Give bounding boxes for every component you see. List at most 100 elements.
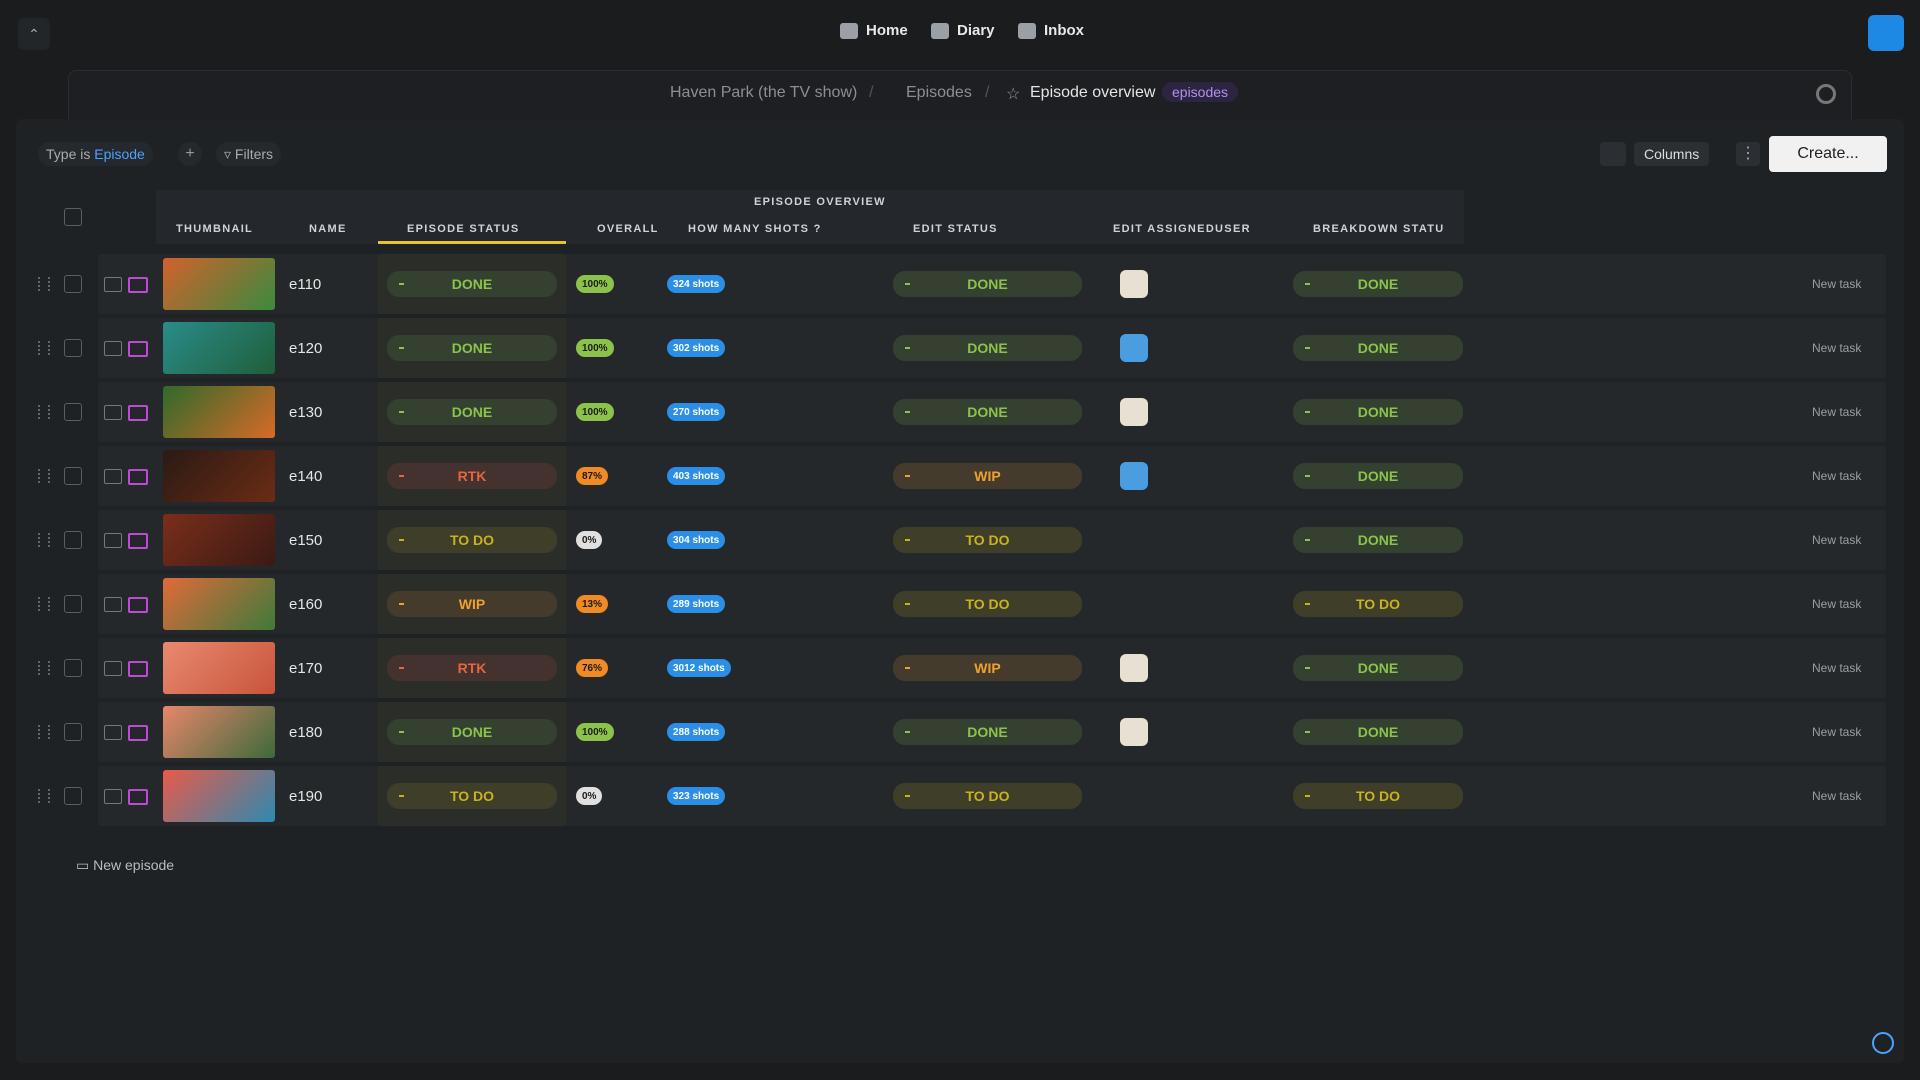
- row-checkbox[interactable]: [64, 595, 82, 613]
- folder-icon[interactable]: [104, 469, 122, 484]
- overall-pill[interactable]: 100%: [576, 723, 614, 741]
- preview-icon[interactable]: [128, 725, 148, 741]
- shots-pill[interactable]: 3012 shots: [667, 659, 731, 677]
- assignee-avatar[interactable]: [1120, 270, 1148, 298]
- drag-handle[interactable]: [38, 597, 50, 611]
- overall-pill[interactable]: 100%: [576, 275, 614, 293]
- thumbnail[interactable]: [163, 706, 275, 758]
- filters-button[interactable]: ▿ Filters: [216, 142, 282, 166]
- assignee-avatar[interactable]: [1120, 654, 1148, 682]
- new-task[interactable]: New task: [1812, 469, 1862, 483]
- thumbnail[interactable]: [163, 642, 275, 694]
- drag-handle[interactable]: [38, 533, 50, 547]
- status-pill[interactable]: TO DO: [893, 527, 1082, 553]
- thumbnail[interactable]: [163, 514, 275, 566]
- status-pill[interactable]: DONE: [387, 335, 557, 361]
- assignee-avatar[interactable]: [1120, 462, 1148, 490]
- shots-pill[interactable]: 304 shots: [667, 531, 726, 549]
- status-pill[interactable]: WIP: [893, 463, 1082, 489]
- status-pill[interactable]: WIP: [893, 655, 1082, 681]
- status-pill[interactable]: DONE: [893, 335, 1082, 361]
- nav-label[interactable]: Diary: [957, 22, 995, 39]
- folder-icon[interactable]: [104, 405, 122, 420]
- drag-handle[interactable]: [38, 277, 50, 291]
- column-header[interactable]: NAME: [309, 223, 347, 235]
- nav-label[interactable]: Home: [866, 22, 908, 39]
- folder-icon[interactable]: [104, 597, 122, 612]
- overall-pill[interactable]: 13%: [576, 595, 609, 613]
- column-header[interactable]: BREAKDOWN STATU: [1313, 223, 1445, 235]
- new-task[interactable]: New task: [1812, 405, 1862, 419]
- folder-icon[interactable]: [104, 725, 122, 740]
- episode-name[interactable]: e110: [289, 275, 322, 293]
- add-filter[interactable]: +: [178, 142, 202, 166]
- row-checkbox[interactable]: [64, 787, 82, 805]
- thumbnail[interactable]: [163, 450, 275, 502]
- shots-pill[interactable]: 403 shots: [667, 467, 726, 485]
- drag-handle[interactable]: [38, 725, 50, 739]
- drag-handle[interactable]: [38, 789, 50, 803]
- status-pill[interactable]: DONE: [893, 399, 1082, 425]
- overall-pill[interactable]: 76%: [576, 659, 609, 677]
- app-logo[interactable]: [1868, 15, 1904, 51]
- status-pill[interactable]: TO DO: [1293, 591, 1463, 617]
- new-episode[interactable]: ▭ New episode: [76, 857, 175, 873]
- filter-chip[interactable]: Type is Episode: [38, 142, 153, 166]
- thumbnail[interactable]: [163, 578, 275, 630]
- status-pill[interactable]: DONE: [387, 719, 557, 745]
- status-pill[interactable]: RTK: [387, 655, 557, 681]
- folder-icon[interactable]: [104, 789, 122, 804]
- new-task[interactable]: New task: [1812, 533, 1862, 547]
- more-button[interactable]: ⋮: [1736, 142, 1760, 166]
- settings-icon[interactable]: [1816, 84, 1836, 104]
- overall-pill[interactable]: 0%: [576, 787, 603, 805]
- column-header[interactable]: EDIT STATUS: [913, 223, 998, 235]
- shots-pill[interactable]: 270 shots: [667, 403, 726, 421]
- column-header[interactable]: HOW MANY SHOTS ?: [688, 223, 822, 235]
- status-pill[interactable]: DONE: [893, 271, 1082, 297]
- preview-icon[interactable]: [128, 405, 148, 421]
- status-pill[interactable]: WIP: [387, 591, 557, 617]
- refresh-button[interactable]: [1600, 142, 1626, 166]
- column-header[interactable]: THUMBNAIL: [176, 223, 254, 235]
- preview-icon[interactable]: [128, 533, 148, 549]
- preview-icon[interactable]: [128, 597, 148, 613]
- status-pill[interactable]: DONE: [1293, 719, 1463, 745]
- status-pill[interactable]: DONE: [1293, 463, 1463, 489]
- overall-pill[interactable]: 87%: [576, 467, 609, 485]
- preview-icon[interactable]: [128, 661, 148, 677]
- folder-icon[interactable]: [104, 341, 122, 356]
- nav-label[interactable]: Inbox: [1044, 22, 1084, 39]
- shots-pill[interactable]: 323 shots: [667, 787, 726, 805]
- status-pill[interactable]: DONE: [1293, 655, 1463, 681]
- breadcrumb-section[interactable]: Episodes: [906, 84, 972, 101]
- shots-pill[interactable]: 324 shots: [667, 275, 726, 293]
- filter-value[interactable]: Episode: [94, 146, 145, 162]
- status-pill[interactable]: DONE: [387, 271, 557, 297]
- select-all[interactable]: [64, 208, 82, 226]
- overall-pill[interactable]: 100%: [576, 403, 614, 421]
- preview-icon[interactable]: [128, 341, 148, 357]
- status-pill[interactable]: TO DO: [893, 591, 1082, 617]
- collapse-button[interactable]: ⌃: [18, 18, 50, 50]
- breadcrumb-project[interactable]: Haven Park (the TV show): [670, 84, 858, 101]
- create-button[interactable]: Create...: [1769, 136, 1887, 172]
- help-button[interactable]: [1872, 1032, 1894, 1054]
- column-header[interactable]: OVERALL: [597, 223, 659, 235]
- filter-label[interactable]: Type is: [46, 146, 91, 162]
- new-task[interactable]: New task: [1812, 341, 1862, 355]
- row-checkbox[interactable]: [64, 467, 82, 485]
- assignee-avatar[interactable]: [1120, 718, 1148, 746]
- status-pill[interactable]: RTK: [387, 463, 557, 489]
- row-checkbox[interactable]: [64, 723, 82, 741]
- assignee-avatar[interactable]: [1120, 334, 1148, 362]
- episode-name[interactable]: e120: [289, 339, 323, 357]
- create-label[interactable]: Create...: [1797, 145, 1859, 162]
- row-checkbox[interactable]: [64, 403, 82, 421]
- columns-label[interactable]: Columns: [1644, 146, 1700, 162]
- columns-button[interactable]: Columns: [1634, 142, 1710, 166]
- status-pill[interactable]: DONE: [1293, 527, 1463, 553]
- status-pill[interactable]: TO DO: [893, 783, 1082, 809]
- thumbnail[interactable]: [163, 258, 275, 310]
- status-pill[interactable]: TO DO: [387, 783, 557, 809]
